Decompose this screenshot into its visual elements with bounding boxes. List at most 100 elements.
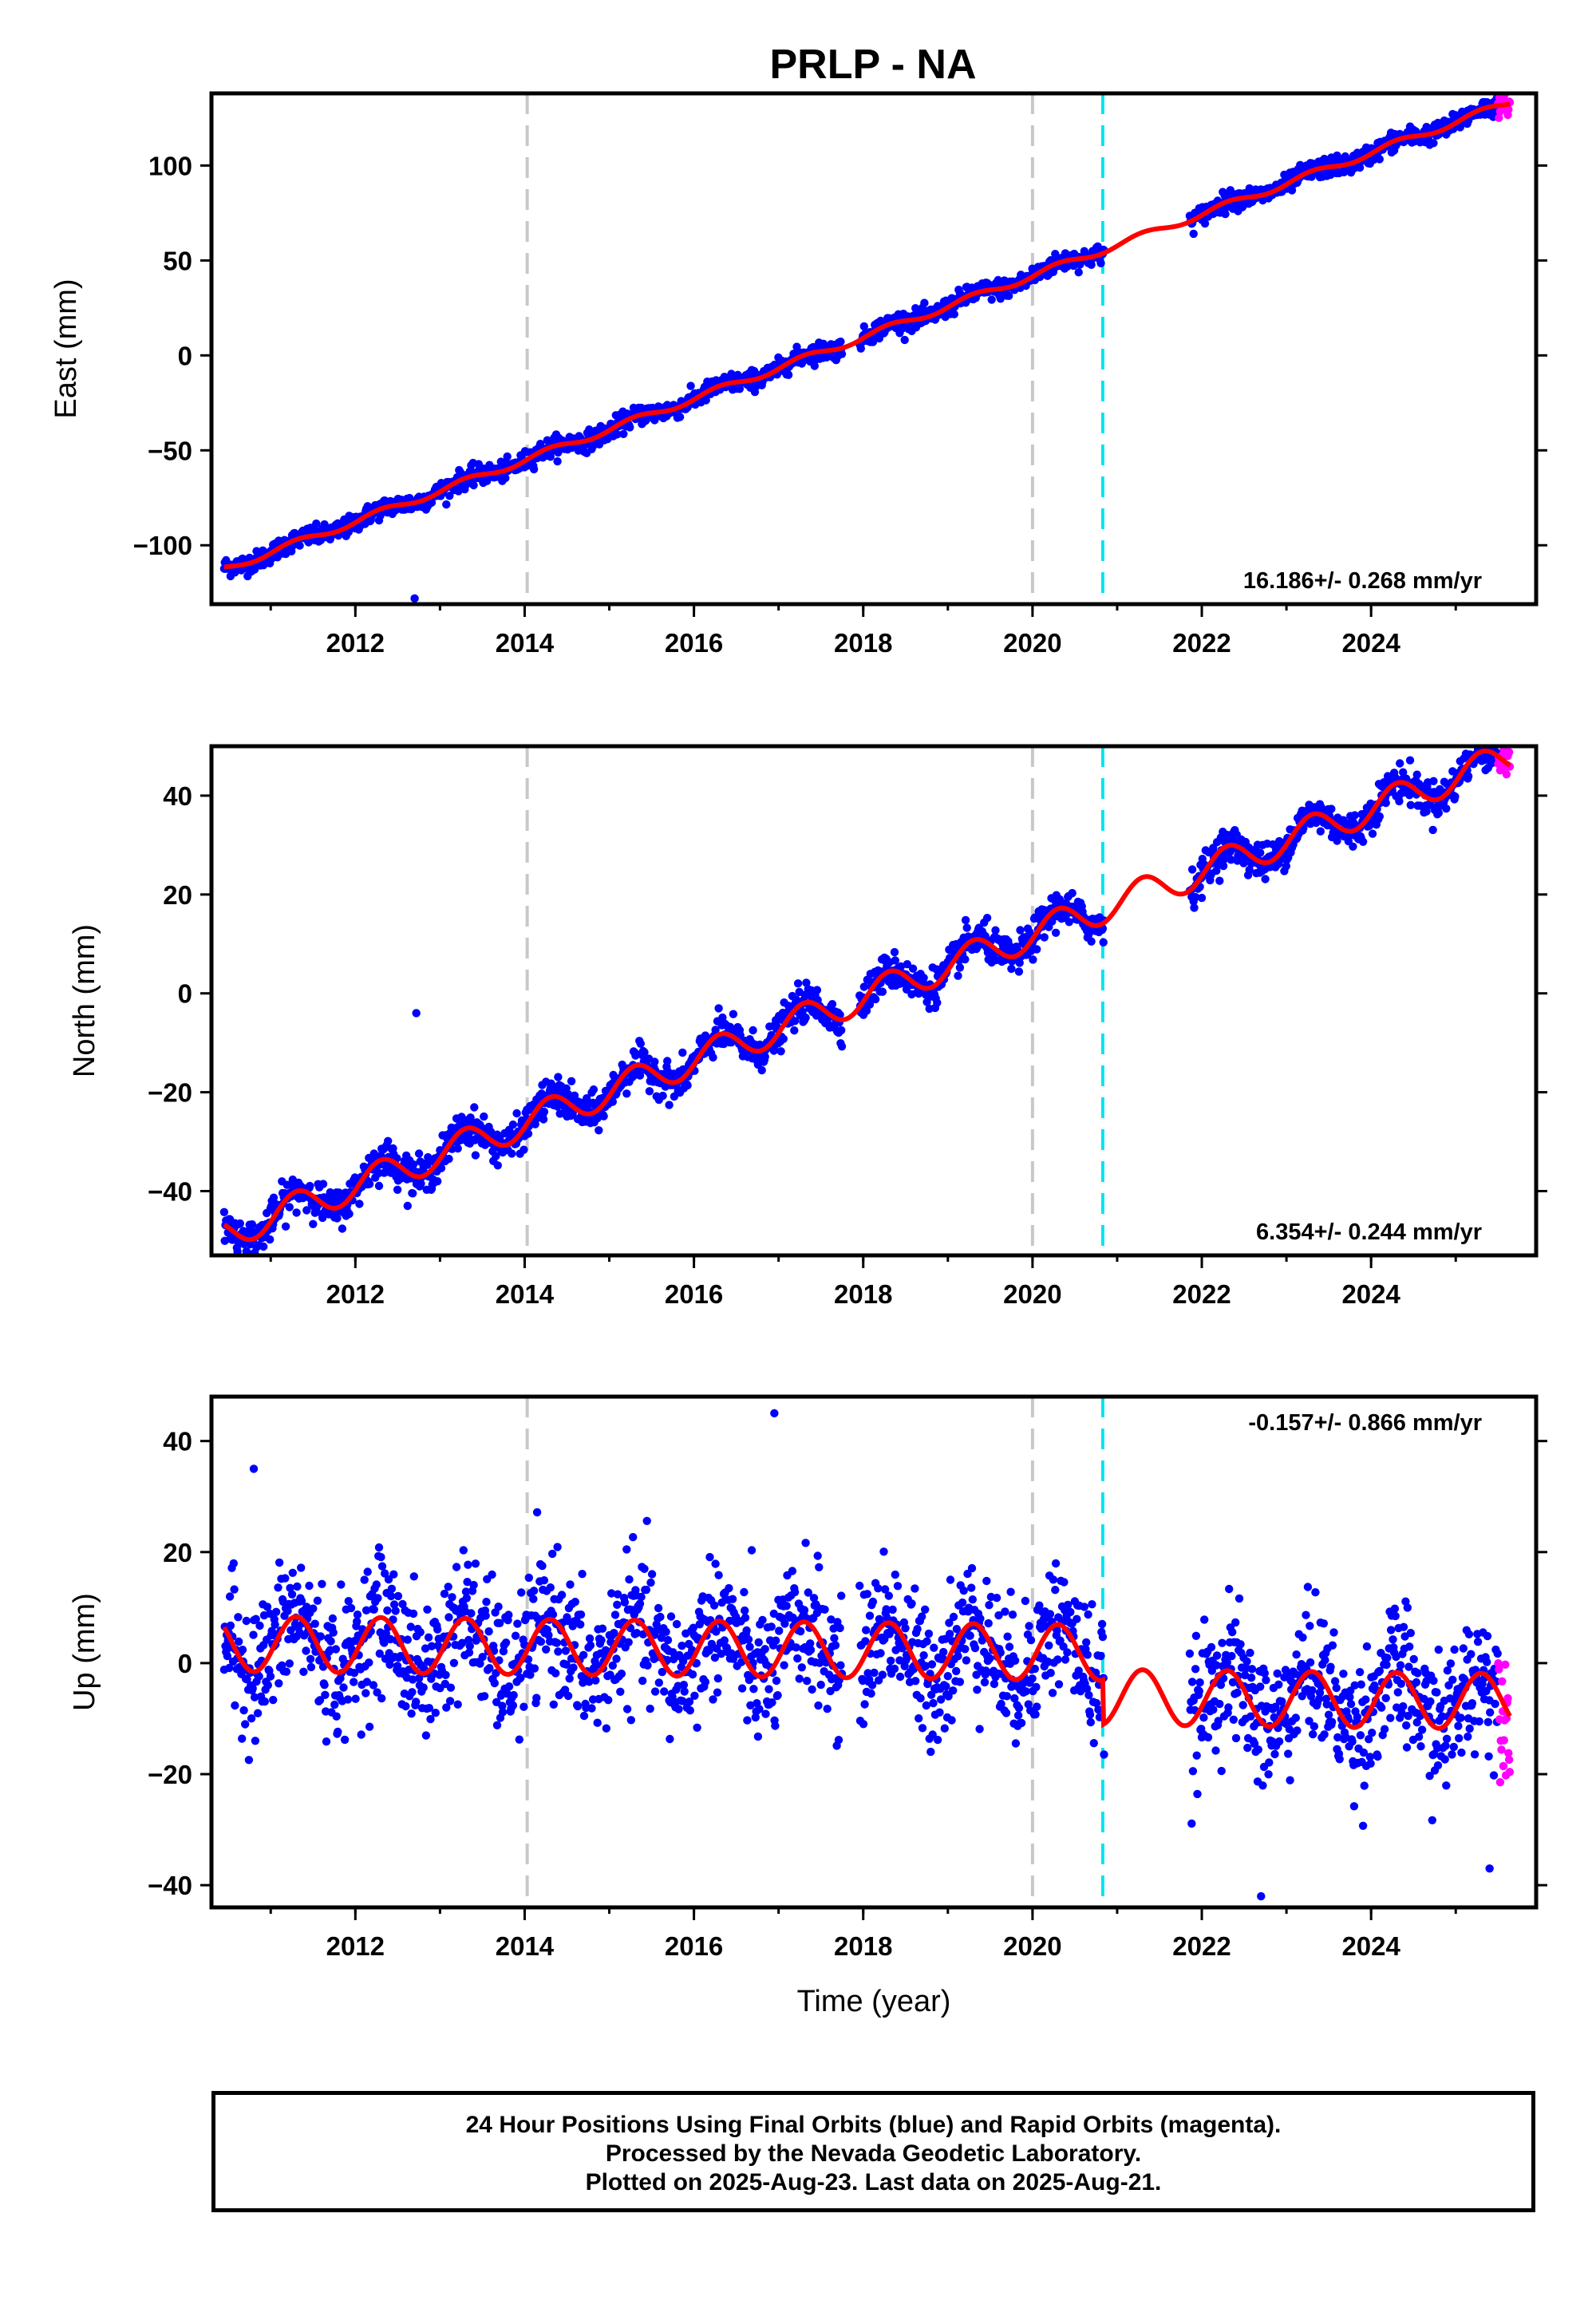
final-orbit-point bbox=[334, 1727, 342, 1737]
final-orbit-point bbox=[377, 1562, 387, 1571]
final-orbit-point bbox=[536, 1637, 546, 1646]
final-orbit-point bbox=[625, 1575, 634, 1584]
final-orbit-point bbox=[554, 448, 563, 457]
final-orbit-point bbox=[757, 1065, 766, 1075]
final-orbit-point bbox=[597, 1636, 606, 1645]
y-axis-label: East (mm) bbox=[49, 279, 83, 418]
final-orbit-point bbox=[470, 1103, 479, 1112]
final-orbit-point bbox=[374, 1181, 384, 1191]
final-orbit-point bbox=[310, 1619, 319, 1628]
final-orbit-point bbox=[663, 1057, 672, 1065]
final-orbit-point bbox=[737, 1684, 747, 1693]
final-orbit-point bbox=[339, 1683, 348, 1692]
y-tick-label: −50 bbox=[148, 436, 192, 465]
final-orbit-point bbox=[1396, 759, 1404, 768]
final-orbit-point bbox=[949, 1612, 958, 1622]
final-orbit-point bbox=[509, 1690, 518, 1700]
final-orbit-point bbox=[863, 1590, 872, 1599]
final-orbit-point bbox=[859, 322, 869, 331]
final-orbit-point bbox=[862, 1626, 871, 1634]
final-orbit-point bbox=[513, 1619, 522, 1628]
final-orbit-point bbox=[444, 1613, 453, 1622]
final-orbit-point bbox=[908, 964, 918, 973]
x-tick-label: 2020 bbox=[1003, 1279, 1061, 1309]
final-orbit-point bbox=[640, 1564, 649, 1574]
final-orbit-point bbox=[1395, 796, 1404, 806]
final-orbit-point bbox=[891, 956, 900, 965]
final-orbit-point bbox=[816, 1680, 825, 1690]
final-orbit-point bbox=[504, 1682, 514, 1691]
final-orbit-point bbox=[982, 914, 992, 923]
final-orbit-point bbox=[943, 1672, 953, 1681]
final-orbit-point bbox=[617, 1670, 626, 1678]
final-orbit-point bbox=[868, 1597, 878, 1607]
final-orbit-point bbox=[471, 1151, 480, 1160]
final-orbit-point bbox=[643, 1661, 652, 1670]
final-orbit-point bbox=[569, 1663, 578, 1672]
final-orbit-point bbox=[573, 1701, 583, 1711]
final-orbit-point bbox=[760, 1645, 769, 1654]
final-orbit-point bbox=[546, 1583, 555, 1592]
final-orbit-point bbox=[962, 1656, 971, 1665]
final-orbit-point bbox=[665, 1101, 674, 1109]
final-orbit-point bbox=[305, 1581, 314, 1591]
final-orbit-point bbox=[1464, 772, 1473, 781]
final-orbit-point bbox=[424, 1633, 433, 1642]
final-orbit-point bbox=[837, 1591, 846, 1600]
final-orbit-point bbox=[967, 1583, 976, 1592]
final-orbit-point bbox=[309, 1219, 318, 1229]
final-orbit-point bbox=[242, 1616, 251, 1626]
final-orbit-point bbox=[940, 1724, 950, 1733]
final-orbit-point bbox=[654, 1678, 663, 1687]
outlier-point bbox=[412, 1009, 421, 1018]
final-orbit-point bbox=[790, 1587, 800, 1597]
final-orbit-point bbox=[680, 1687, 689, 1696]
final-orbit-point bbox=[650, 1687, 660, 1696]
final-orbit-point bbox=[282, 1667, 291, 1676]
final-orbit-point bbox=[306, 1654, 315, 1663]
y-tick-label: 100 bbox=[148, 151, 192, 180]
final-orbit-point bbox=[372, 1580, 381, 1589]
final-orbit-point bbox=[749, 1026, 757, 1035]
final-orbit-point bbox=[414, 1149, 424, 1158]
final-orbit-point bbox=[519, 1145, 528, 1154]
final-orbit-point bbox=[501, 1638, 511, 1647]
final-orbit-point bbox=[302, 1206, 311, 1215]
rate-annotation: 16.186+/- 0.268 mm/yr bbox=[1243, 568, 1482, 594]
outlier-point bbox=[410, 594, 419, 603]
final-orbit-point bbox=[793, 1654, 802, 1663]
final-orbit-point bbox=[650, 1057, 659, 1066]
final-orbit-point bbox=[761, 1709, 770, 1718]
final-orbit-point bbox=[961, 915, 970, 925]
final-orbit-point bbox=[490, 1678, 499, 1688]
final-orbit-point bbox=[589, 1085, 598, 1094]
final-orbit-point bbox=[666, 1612, 676, 1621]
final-orbit-point bbox=[604, 1696, 613, 1705]
final-orbit-point bbox=[749, 1685, 758, 1694]
final-orbit-point bbox=[345, 1209, 354, 1219]
final-orbit-point bbox=[449, 1658, 459, 1667]
final-orbit-point bbox=[806, 1646, 816, 1654]
final-orbit-point bbox=[1005, 291, 1013, 300]
final-orbit-point bbox=[647, 1570, 657, 1579]
final-orbit-point bbox=[602, 1724, 610, 1733]
final-orbit-point bbox=[288, 1568, 297, 1578]
final-orbit-point bbox=[793, 979, 803, 988]
final-orbit-point bbox=[946, 1575, 955, 1584]
rapid-orbit-point bbox=[1504, 105, 1513, 114]
final-orbit-point bbox=[488, 1570, 496, 1579]
final-orbit-point bbox=[226, 1621, 235, 1630]
final-orbit-point bbox=[282, 1180, 291, 1189]
final-orbit-point bbox=[808, 1685, 816, 1694]
final-orbit-point bbox=[579, 1711, 589, 1721]
final-orbit-point bbox=[493, 1161, 502, 1170]
final-orbit-point bbox=[467, 1609, 476, 1618]
final-orbit-point bbox=[911, 1584, 919, 1593]
x-tick-label: 2020 bbox=[1003, 628, 1061, 658]
final-orbit-point bbox=[553, 1543, 562, 1551]
final-orbit-point bbox=[553, 456, 562, 466]
final-orbit-point bbox=[377, 1694, 386, 1703]
final-orbit-point bbox=[830, 1634, 839, 1642]
final-orbit-point bbox=[494, 1603, 503, 1611]
final-orbit-point bbox=[271, 1607, 281, 1617]
